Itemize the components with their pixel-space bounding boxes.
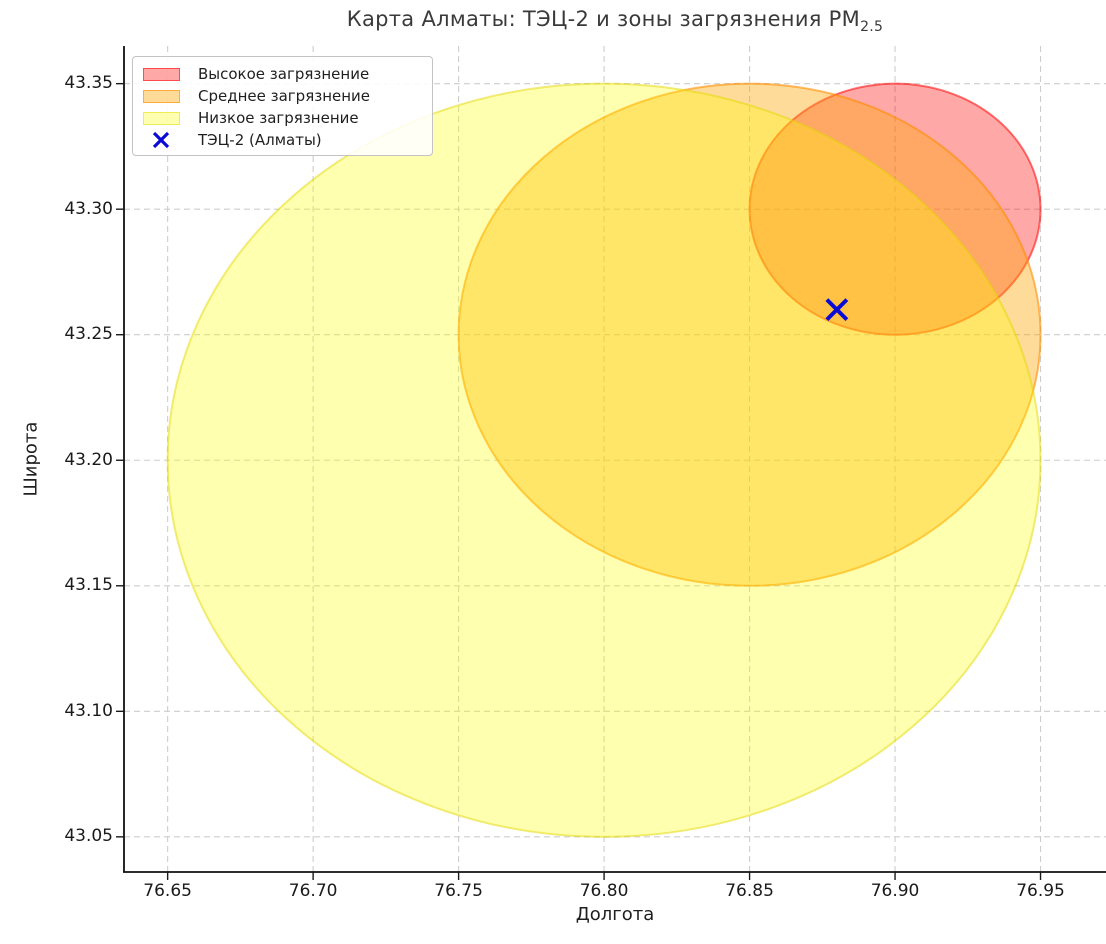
zone-low-pollution <box>166 82 1042 838</box>
medium-pollution-swatch <box>143 89 180 103</box>
x-tick-label: 76.95 <box>1016 881 1065 901</box>
chart-title-subscript: 2.5 <box>860 19 884 36</box>
legend-label: ТЭЦ-2 (Алматы) <box>198 131 322 149</box>
legend: Высокое загрязнение Среднее загрязнение … <box>132 56 433 156</box>
high-pollution-swatch <box>143 67 180 81</box>
legend-item-tec2: ТЭЦ-2 (Алматы) <box>143 129 432 151</box>
x-tick-label: 76.70 <box>288 881 338 901</box>
legend-label: Низкое загрязнение <box>198 109 359 127</box>
x-marker-icon <box>152 131 170 149</box>
x-tick-label: 76.85 <box>725 881 774 901</box>
y-tick-label: 43.35 <box>64 73 113 94</box>
y-tick-label: 43.25 <box>64 324 113 345</box>
low-pollution-swatch <box>143 111 180 125</box>
zone-medium-pollution <box>457 82 1042 587</box>
zone-high-pollution <box>748 82 1042 336</box>
tec2-marker <box>825 298 849 322</box>
legend-item-low-pollution: Низкое загрязнение <box>143 107 432 129</box>
y-tick-label: 43.30 <box>64 198 113 219</box>
chart-title: Карта Алматы: ТЭЦ-2 и зоны загрязнения P… <box>124 7 1106 35</box>
y-tick-label: 43.05 <box>64 826 113 847</box>
chart-title-main: Карта Алматы: ТЭЦ-2 и зоны загрязнения P… <box>346 7 861 31</box>
legend-item-medium-pollution: Среднее загрязнение <box>143 85 432 107</box>
x-axis-label: Долгота <box>575 904 655 925</box>
x-tick-label: 76.90 <box>870 881 920 901</box>
x-tick-label: 76.80 <box>579 881 629 901</box>
y-tick-label: 43.20 <box>64 449 113 470</box>
legend-item-high-pollution: Высокое загрязнение <box>143 63 432 85</box>
y-tick-label: 43.15 <box>64 575 113 596</box>
legend-label: Среднее загрязнение <box>198 87 371 105</box>
legend-label: Высокое загрязнение <box>198 65 370 83</box>
x-tick-label: 76.65 <box>143 881 192 901</box>
y-tick-label: 43.10 <box>64 700 113 721</box>
x-tick-label: 76.75 <box>434 881 483 901</box>
